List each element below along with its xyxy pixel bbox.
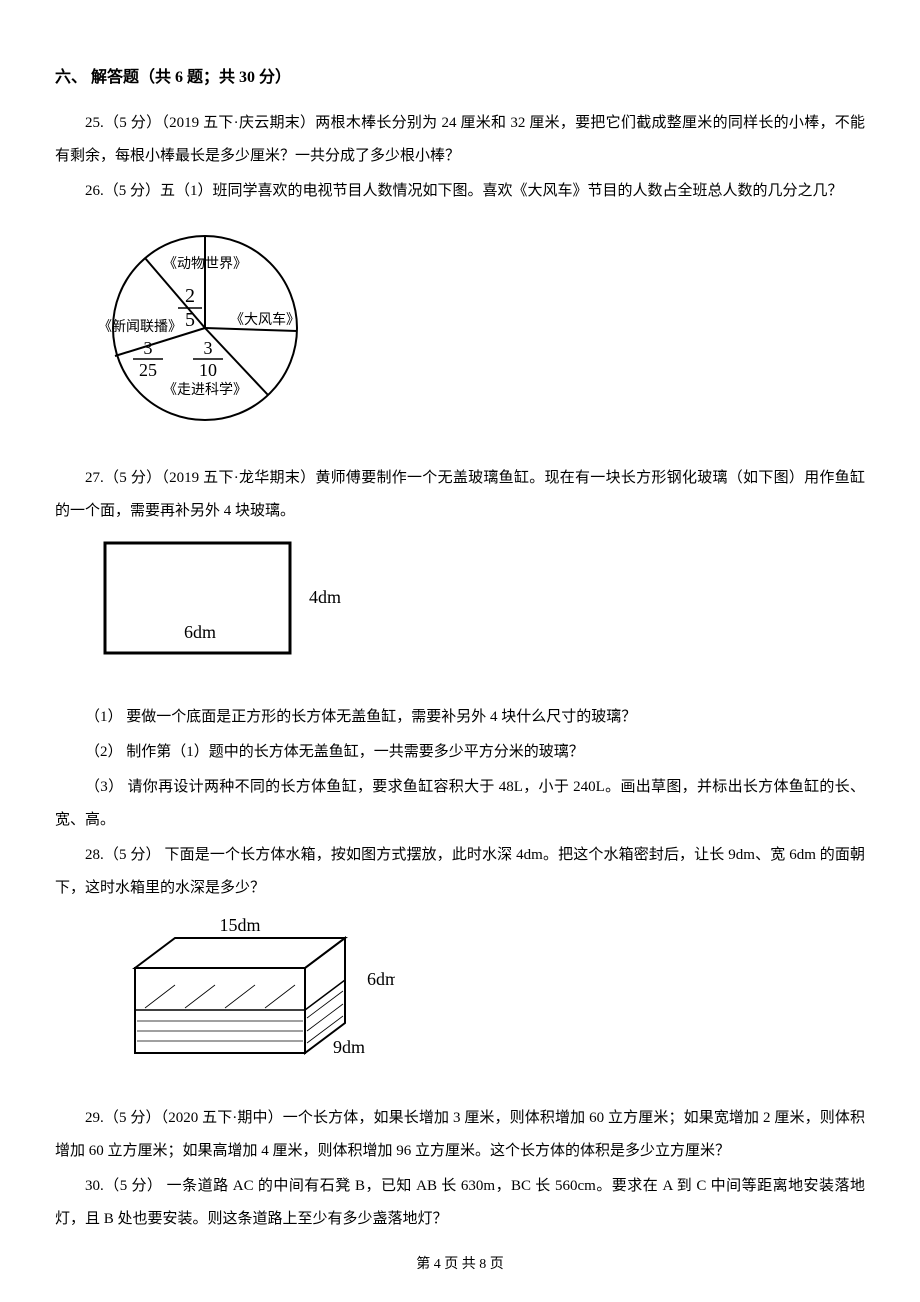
section-title: 六、 解答题（共 6 题；共 30 分） (55, 60, 865, 95)
frac-top-den: 5 (185, 309, 195, 331)
q27-rectangle: 6dm 4dm (100, 538, 865, 681)
q26-pie-chart: 《动物世界》 《大风车》 《新闻联播》 《走进科学》 2 5 3 25 3 10 (100, 226, 865, 444)
frac-top-num: 2 (185, 285, 195, 307)
q27-part3: （3） 请你再设计两种不同的长方体鱼缸，要求鱼缸容积大于 48L，小于 240L… (55, 771, 865, 837)
frac-left-den: 25 (139, 360, 157, 380)
q25-text: 25.（5 分）（2019 五下·庆云期末）两根木棒长分别为 24 厘米和 32… (55, 107, 865, 173)
q29-text: 29.（5 分）（2020 五下·期中）一个长方体，如果长增加 3 厘米，则体积… (55, 1102, 865, 1168)
q26-text: 26.（5 分）五（1）班同学喜欢的电视节目人数情况如下图。喜欢《大风车》节目的… (55, 175, 865, 208)
q28-text: 28.（5 分） 下面是一个长方体水箱，按如图方式摆放，此时水深 4dm。把这个… (55, 839, 865, 905)
rect-width-label: 6dm (184, 622, 216, 642)
pie-label-bottom: 《走进科学》 (163, 382, 247, 398)
pie-label-right: 《大风车》 (230, 311, 300, 328)
box-height-label: 6dm (367, 969, 395, 989)
q28-cuboid: 15dm 6dm 9dm (115, 913, 865, 1086)
pie-label-left: 《新闻联播》 (100, 319, 182, 335)
rect-height-label: 4dm (309, 587, 341, 607)
q27-part1: （1） 要做一个底面是正方形的长方体无盖鱼缸，需要补另外 4 块什么尺寸的玻璃？ (55, 701, 865, 734)
frac-bottom-num: 3 (204, 338, 213, 358)
box-length-label: 15dm (219, 915, 260, 935)
q30-text: 30.（5 分） 一条道路 AC 的中间有石凳 B，已知 AB 长 630m，B… (55, 1170, 865, 1236)
q27-part2: （2） 制作第（1）题中的长方体无盖鱼缸，一共需要多少平方分米的玻璃？ (55, 736, 865, 769)
frac-left-num: 3 (144, 338, 153, 358)
box-width-label: 9dm (333, 1037, 365, 1057)
pie-label-top: 《动物世界》 (163, 256, 247, 272)
page-footer: 第 4 页 共 8 页 (0, 1258, 920, 1272)
frac-bottom-den: 10 (199, 360, 217, 380)
q27-text: 27.（5 分）（2019 五下·龙华期末）黄师傅要制作一个无盖玻璃鱼缸。现在有… (55, 462, 865, 528)
